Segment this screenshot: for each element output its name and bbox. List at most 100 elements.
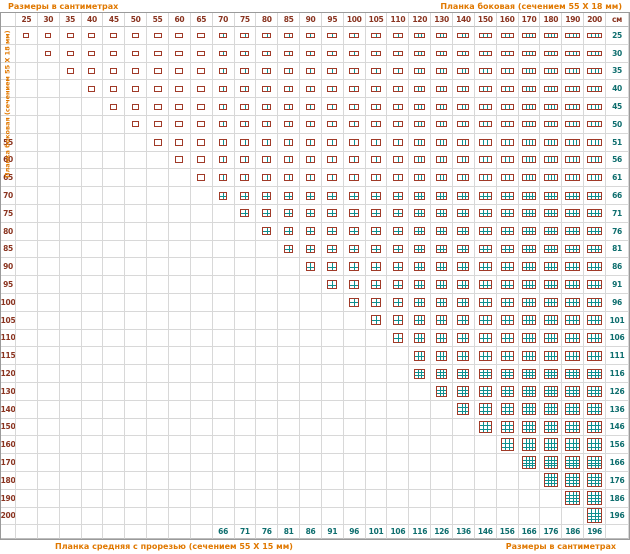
grid-cell	[278, 204, 301, 223]
frame-icon	[219, 174, 228, 182]
vertical-bar-icon	[440, 68, 442, 73]
grid-cell	[59, 115, 82, 134]
frame-icon	[392, 156, 403, 164]
bottom-middle-plank-value	[16, 525, 38, 540]
horizontal-bar-icon	[566, 389, 580, 391]
frame-icon	[522, 297, 536, 307]
grid-cell	[278, 276, 301, 294]
frame-icon	[284, 227, 294, 236]
vertical-bar-icon	[266, 139, 268, 145]
vertical-bar-icon	[508, 369, 510, 378]
horizontal-bar-icon	[350, 231, 359, 233]
frame-icon	[522, 227, 536, 236]
vertical-bar-icon	[575, 386, 577, 396]
vertical-bar-icon	[594, 139, 596, 145]
horizontal-bar-icon	[523, 425, 535, 427]
grid-cell	[190, 489, 213, 508]
frame-icon	[500, 103, 514, 110]
grid-cell	[453, 187, 475, 205]
frame-icon	[240, 85, 250, 92]
vertical-bar-icon	[553, 139, 555, 145]
horizontal-bar-icon	[523, 355, 535, 357]
frame-icon	[587, 368, 603, 379]
frame-icon	[522, 174, 536, 182]
vertical-bar-icon	[550, 439, 552, 451]
grid-cell	[453, 347, 475, 366]
grid-cell	[81, 62, 104, 81]
grid-cell	[474, 507, 497, 526]
grid-cell	[256, 133, 279, 152]
vertical-bar-icon	[508, 68, 510, 73]
vertical-bar-icon	[569, 175, 571, 181]
grid-cell	[540, 258, 563, 277]
vertical-bar-icon	[508, 139, 510, 145]
grid-cell	[453, 62, 475, 81]
table-row: 190 186	[1, 489, 629, 508]
grid-cell	[584, 80, 606, 99]
vertical-bar-icon	[465, 86, 467, 91]
grid-cell	[431, 98, 454, 116]
grid-cell	[365, 347, 388, 366]
grid-cell	[234, 471, 257, 490]
grid-cell	[59, 489, 82, 508]
vertical-bar-icon	[597, 51, 599, 55]
grid-cell	[125, 151, 148, 170]
grid-cell	[59, 418, 82, 437]
middle-plank-length-value: 40	[606, 80, 629, 99]
grid-cell	[300, 80, 322, 99]
vertical-bar-icon	[508, 175, 510, 181]
grid-cell	[431, 276, 454, 294]
grid-cell	[387, 507, 410, 526]
frame-icon	[110, 85, 118, 92]
grid-cell	[496, 276, 519, 294]
grid-cell	[81, 98, 104, 116]
grid-cell	[278, 240, 301, 259]
row-label: 150	[1, 418, 16, 437]
grid-cell	[103, 507, 126, 526]
vertical-bar-icon	[594, 33, 596, 37]
grid-cell	[365, 276, 388, 294]
grid-cell	[103, 27, 126, 45]
vertical-bar-icon	[266, 104, 268, 109]
vertical-bar-icon	[508, 386, 510, 396]
grid-cell	[365, 507, 388, 526]
grid-cell	[37, 436, 60, 455]
col-header: 65	[190, 13, 213, 27]
grid-cell	[518, 98, 541, 116]
horizontal-bar-icon	[544, 477, 557, 479]
vertical-bar-icon	[461, 51, 463, 55]
grid-cell	[518, 62, 541, 81]
grid-cell	[321, 454, 344, 472]
frame-icon	[478, 67, 492, 74]
caption-side-plank-top: Планка боковая (сечением 55 X 18 мм)	[440, 1, 622, 11]
horizontal-bar-icon	[501, 337, 513, 339]
horizontal-bar-icon	[544, 459, 557, 461]
grid-cell	[321, 276, 344, 294]
vertical-bar-icon	[532, 386, 533, 396]
col-header: 70	[212, 13, 235, 27]
vertical-bar-icon	[597, 175, 599, 181]
horizontal-bar-icon	[458, 374, 469, 376]
grid-cell	[147, 293, 169, 312]
grid-cell	[343, 454, 366, 472]
grid-cell	[540, 80, 563, 99]
grid-cell	[125, 489, 148, 508]
horizontal-bar-icon	[437, 266, 447, 268]
grid-cell	[37, 365, 60, 383]
frame-icon	[457, 297, 470, 307]
frame-icon	[414, 50, 426, 56]
grid-cell	[37, 204, 60, 223]
middle-plank-length-value: 35	[606, 62, 629, 81]
vertical-bar-icon	[354, 68, 356, 73]
grid-cell	[16, 44, 38, 63]
grid-cell	[81, 454, 104, 472]
grid-cell	[518, 400, 541, 419]
grid-cell	[562, 240, 585, 259]
horizontal-bar-icon	[588, 498, 602, 500]
horizontal-bar-icon	[566, 410, 580, 412]
vertical-bar-icon	[223, 51, 225, 55]
grid-cell	[278, 293, 301, 312]
grid-cell	[300, 454, 322, 472]
grid-cell	[278, 311, 301, 330]
vertical-bar-icon	[465, 33, 467, 37]
